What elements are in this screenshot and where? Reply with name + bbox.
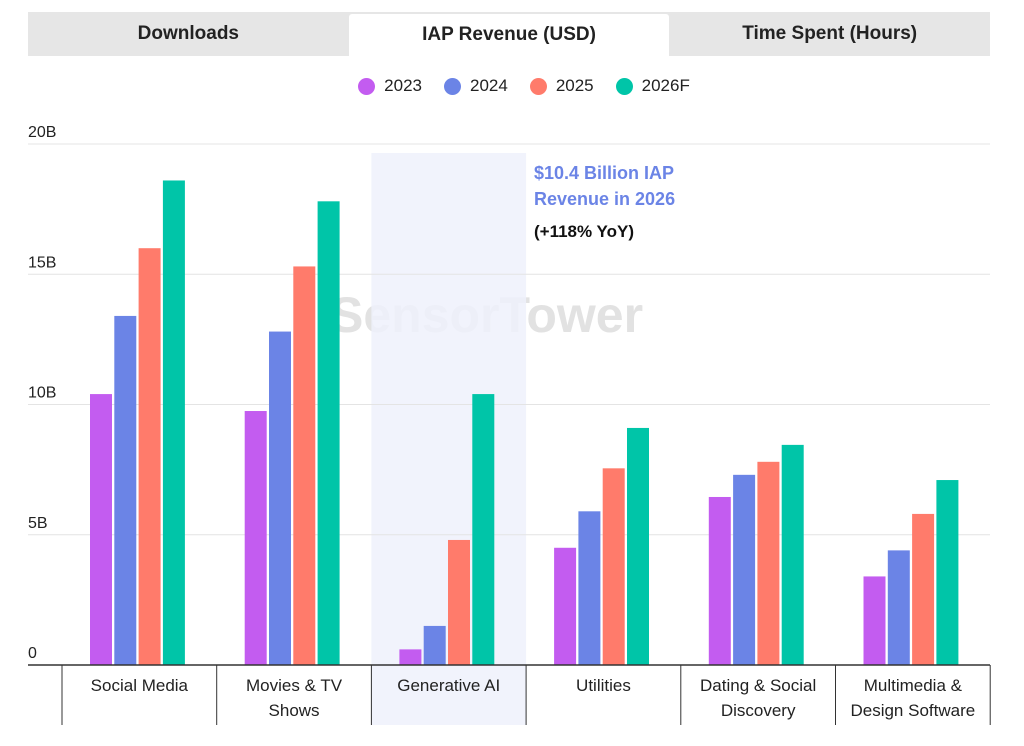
bar-2025-1 bbox=[293, 266, 316, 665]
y-tick-label: 10B bbox=[28, 385, 56, 402]
legend-item-2024[interactable]: 2024 bbox=[443, 76, 508, 96]
bar-2026F-2 bbox=[472, 394, 495, 665]
x-tick-label: Multimedia & Design Software bbox=[850, 676, 975, 720]
bar-2023-2 bbox=[399, 649, 422, 665]
bar-2026F-4 bbox=[781, 444, 804, 665]
legend-swatch bbox=[529, 77, 547, 95]
bar-2024-3 bbox=[578, 511, 601, 665]
bar-2023-1 bbox=[244, 411, 267, 665]
x-tick-label: Generative AI bbox=[397, 676, 500, 695]
tab-iap-revenue[interactable]: IAP Revenue (USD) bbox=[348, 14, 670, 56]
x-tick-label: Dating & Social Discovery bbox=[700, 676, 816, 720]
legend-label: 2023 bbox=[384, 76, 422, 95]
legend-item-2023[interactable]: 2023 bbox=[358, 76, 422, 96]
bar-2026F-1 bbox=[317, 201, 340, 665]
y-tick-label: 0 bbox=[28, 645, 37, 662]
y-tick-label: 5B bbox=[28, 515, 48, 532]
x-tick-label: Movies & TV Shows bbox=[246, 676, 343, 720]
legend-label: 2024 bbox=[469, 76, 508, 95]
legend-label: 2025 bbox=[555, 76, 594, 95]
legend-label: 2026F bbox=[641, 76, 690, 95]
bar-2025-4 bbox=[757, 461, 780, 665]
annotation-headline: $10.4 Billion IAP Revenue in 2026 bbox=[534, 163, 676, 209]
bar-2023-3 bbox=[554, 547, 577, 665]
y-tick-label: 15B bbox=[28, 254, 56, 271]
bar-2023-0 bbox=[90, 394, 112, 665]
bar-2023-4 bbox=[708, 496, 731, 665]
legend-swatch bbox=[443, 77, 461, 95]
bar-2026F-5 bbox=[936, 480, 959, 665]
legend-item-2025[interactable]: 2025 bbox=[529, 76, 594, 96]
legend-item-2026F[interactable]: 2026F bbox=[615, 76, 690, 96]
legend-swatch bbox=[615, 77, 633, 95]
bar-2025-0 bbox=[138, 248, 161, 665]
annotation-yoy: (+118% YoY) bbox=[534, 222, 635, 241]
bar-2024-4 bbox=[733, 474, 756, 665]
bar-2024-2 bbox=[423, 625, 446, 665]
bar-2024-5 bbox=[887, 550, 910, 665]
legend: 2023 2024 2025 2026F bbox=[0, 76, 1024, 96]
tab-time-spent[interactable]: Time Spent (Hours) bbox=[742, 23, 918, 44]
tab-downloads[interactable]: Downloads bbox=[137, 23, 239, 44]
bar-2026F-0 bbox=[162, 180, 185, 665]
bar-2023-5 bbox=[863, 576, 886, 665]
bar-2024-1 bbox=[269, 331, 291, 665]
legend-swatch bbox=[358, 77, 376, 95]
y-tick-label: 20B bbox=[28, 124, 56, 141]
x-tick-label: Utilities bbox=[576, 676, 631, 695]
bar-2025-5 bbox=[912, 513, 935, 665]
bar-2024-0 bbox=[114, 315, 137, 665]
bar-2026F-3 bbox=[627, 427, 649, 665]
metric-tabs: Downloads IAP Revenue (USD) Time Spent (… bbox=[28, 12, 990, 56]
x-tick-label: Social Media bbox=[91, 676, 189, 695]
bar-2025-3 bbox=[602, 468, 625, 665]
bar-2025-2 bbox=[448, 539, 470, 665]
